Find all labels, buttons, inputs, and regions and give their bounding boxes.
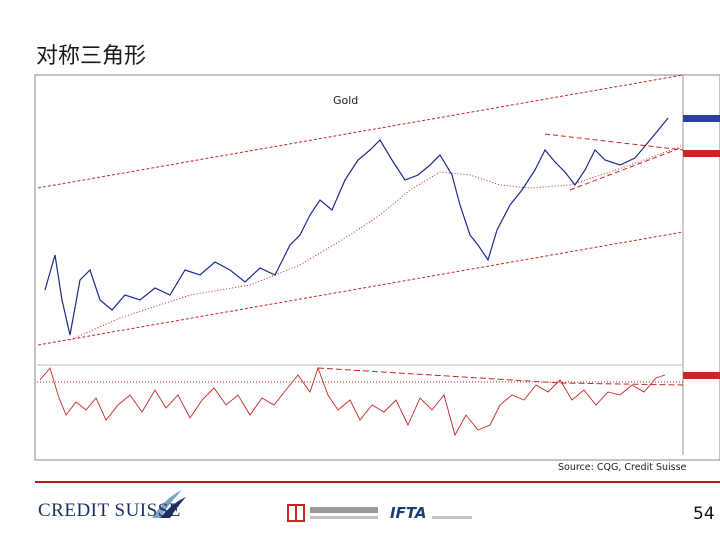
source-note: Source: CQG, Credit Suisse	[558, 462, 687, 473]
brand-name: CREDIT SUISSE	[38, 500, 181, 521]
price-marker	[683, 115, 720, 122]
page-number: 54	[693, 504, 715, 524]
chart-frame	[34, 74, 720, 461]
partner-logo	[310, 516, 378, 519]
trend-line	[569, 146, 684, 191]
trend-line	[544, 133, 684, 151]
moving-average	[69, 144, 684, 341]
oscillator-line	[39, 366, 666, 437]
partner-logo	[310, 507, 378, 513]
slide-title: 对称三角形	[36, 44, 147, 69]
trend-line	[37, 231, 684, 346]
partner-logo	[432, 516, 472, 519]
brand-logo	[160, 497, 186, 518]
price-line	[44, 117, 669, 336]
price-marker	[683, 150, 720, 157]
trend-line	[37, 74, 684, 189]
partner-name: IFTA	[390, 504, 427, 522]
trend-line	[317, 367, 684, 386]
price-marker	[683, 372, 720, 379]
chart-label: Gold	[333, 94, 359, 107]
brand-logo	[152, 490, 182, 518]
